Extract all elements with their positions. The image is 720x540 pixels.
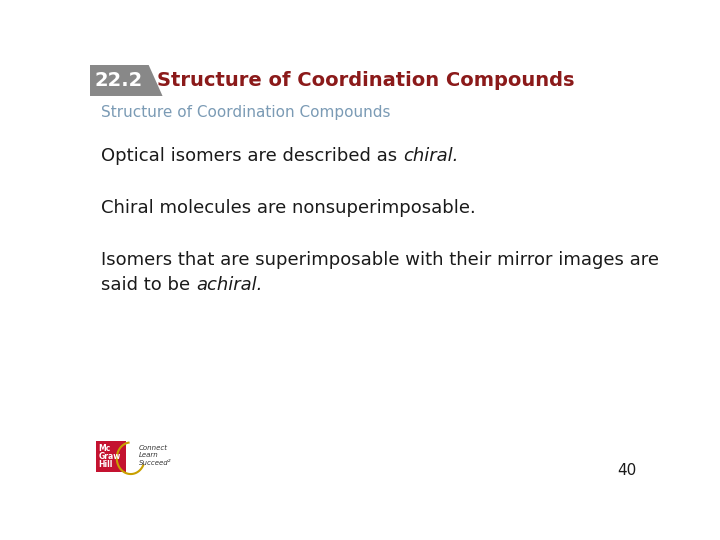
Text: Isomers that are superimposable with their mirror images are: Isomers that are superimposable with the… <box>101 251 660 269</box>
Text: said to be: said to be <box>101 276 196 294</box>
Text: Learn: Learn <box>138 452 158 458</box>
Text: Succeed²: Succeed² <box>138 460 171 466</box>
Text: Chiral molecules are nonsuperimposable.: Chiral molecules are nonsuperimposable. <box>101 199 476 217</box>
Text: Connect: Connect <box>138 445 168 451</box>
Text: chiral.: chiral. <box>403 147 459 165</box>
Text: Structure of Coordination Compounds: Structure of Coordination Compounds <box>101 105 391 120</box>
Text: achiral.: achiral. <box>196 276 262 294</box>
Text: Mc: Mc <box>99 444 111 454</box>
Text: Graw: Graw <box>99 452 121 461</box>
Text: Structure of Coordination Compounds: Structure of Coordination Compounds <box>157 71 575 90</box>
Text: Hill: Hill <box>99 460 113 469</box>
Text: 22.2: 22.2 <box>95 71 143 90</box>
Text: Optical isomers are described as: Optical isomers are described as <box>101 147 403 165</box>
Text: 40: 40 <box>618 463 637 478</box>
Polygon shape <box>90 65 163 96</box>
FancyBboxPatch shape <box>96 441 126 472</box>
